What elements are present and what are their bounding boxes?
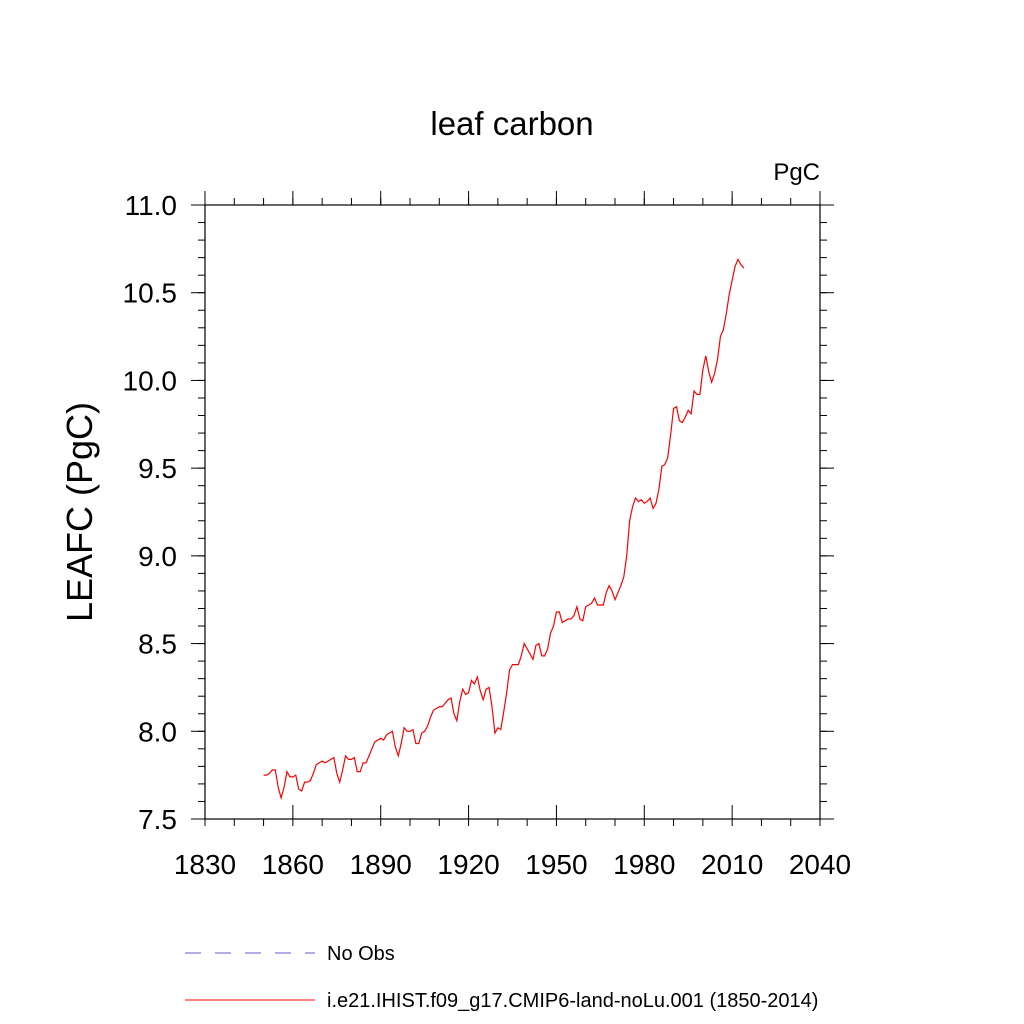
y-tick-label: 7.5 (138, 804, 177, 835)
x-tick-label: 1860 (262, 849, 324, 880)
x-tick-label: 2040 (789, 849, 851, 880)
y-tick-label: 8.0 (138, 716, 177, 747)
x-tick-label: 1950 (525, 849, 587, 880)
x-tick-label: 1980 (613, 849, 675, 880)
x-tick-label: 1890 (350, 849, 412, 880)
plot-frame (204, 204, 821, 820)
y-tick-labels: 7.5 8.0 8.5 9.0 9.5 10.0 10.5 11.0 (123, 190, 178, 835)
y-tick-label: 10.5 (123, 278, 178, 309)
axis-ticks (191, 191, 834, 826)
x-tick-label: 1830 (174, 849, 236, 880)
y-tick-label: 9.0 (138, 541, 177, 572)
x-tick-label: 1920 (437, 849, 499, 880)
plot-axes (204, 204, 821, 820)
legend-label-model-run: i.e21.IHIST.f09_g17.CMIP6-land-noLu.001 … (327, 990, 818, 1012)
units-label: PgC (773, 159, 820, 186)
chart-title: leaf carbon (430, 105, 593, 142)
series-line (263, 258, 745, 801)
series-lines (263, 258, 745, 801)
y-tick-label: 8.5 (138, 629, 177, 660)
y-tick-label: 10.0 (123, 365, 178, 396)
x-tick-label: 2010 (701, 849, 763, 880)
y-tick-label: 11.0 (125, 190, 177, 221)
legend: No Obs i.e21.IHIST.f09_g17.CMIP6-land-no… (185, 943, 818, 1012)
y-axis-label: LEAFC (PgC) (59, 402, 100, 622)
x-tick-labels: 1830 1860 1890 1920 1950 1980 2010 2040 (174, 849, 851, 880)
y-tick-label: 9.5 (138, 453, 177, 484)
legend-label-no-obs: No Obs (327, 943, 395, 965)
